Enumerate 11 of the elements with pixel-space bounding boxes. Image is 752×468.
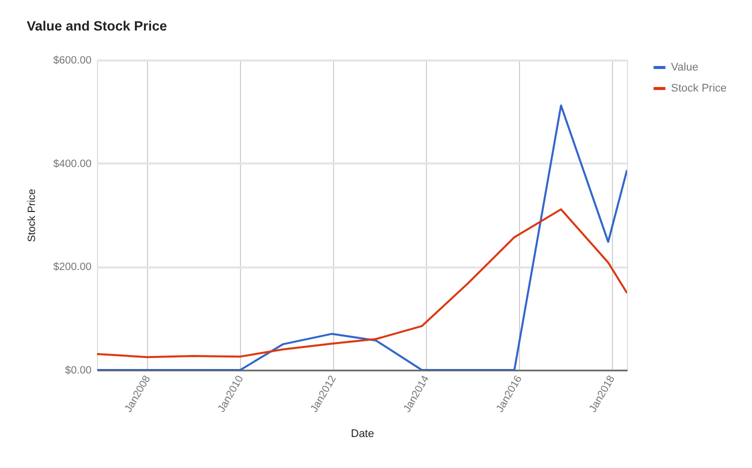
y-tick-label: $600.00 [53,54,92,66]
chart-title: Value and Stock Price [26,18,168,34]
y-axis-title: Stock Price [26,188,38,242]
x-axis-title: Date [350,428,374,440]
line-series [97,104,627,370]
legend-label: Stock Price [671,82,727,94]
y-tick-label: $0.00 [64,364,92,376]
y-tick-label: $200.00 [53,261,92,274]
legend-label: Value [671,62,698,74]
line-series [97,208,627,358]
y-tick-label: $400.00 [53,158,92,170]
